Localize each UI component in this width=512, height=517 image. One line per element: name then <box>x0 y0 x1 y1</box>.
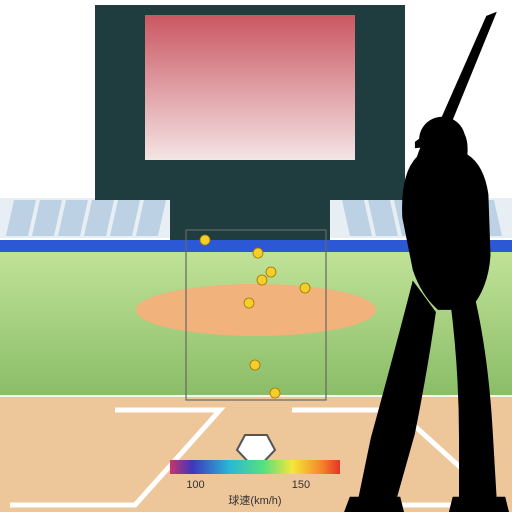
pitch-marker <box>257 275 267 285</box>
velocity-label: 球速(km/h) <box>228 493 281 507</box>
pitch-marker <box>250 360 260 370</box>
pitch-chart-canvas: 100 150 球速(km/h) <box>0 0 512 512</box>
pitch-marker <box>200 235 210 245</box>
pitch-marker <box>300 283 310 293</box>
pitch-marker <box>266 267 276 277</box>
chart-svg: 100 150 球速(km/h) <box>0 0 512 512</box>
pitch-marker <box>244 298 254 308</box>
pitch-marker <box>270 388 280 398</box>
velocity-colorbar <box>170 460 340 474</box>
velocity-tick: 150 <box>292 479 310 491</box>
pitch-marker <box>253 248 263 258</box>
velocity-tick: 100 <box>186 479 204 491</box>
